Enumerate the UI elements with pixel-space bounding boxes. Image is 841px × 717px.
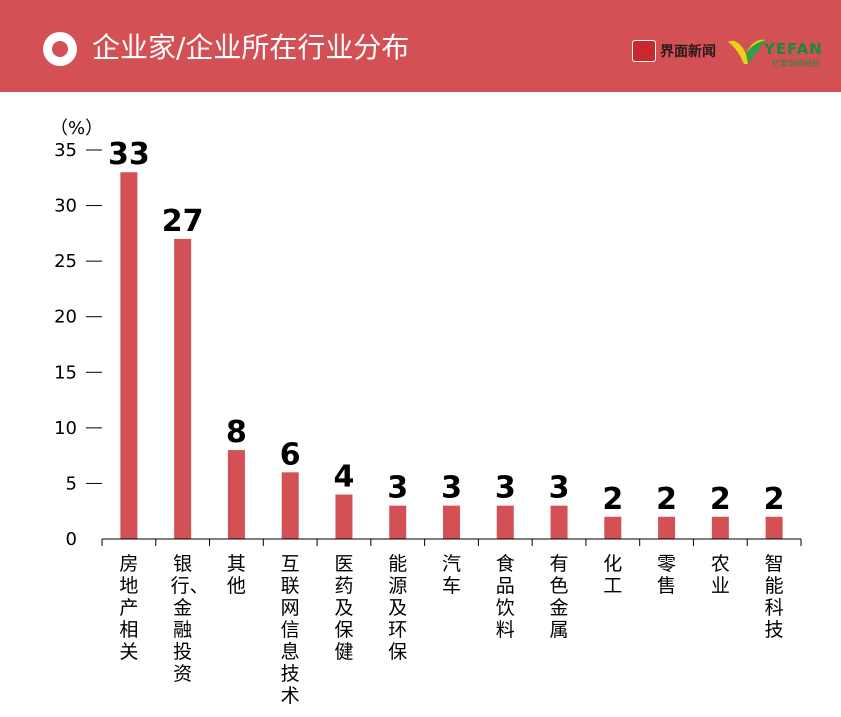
data-label: 3 — [549, 471, 570, 506]
y-tick-label: 0 — [66, 529, 77, 550]
y-axis: 0 5 10 15 20 25 30 35 — [54, 140, 102, 550]
x-tick-label: 智能科技 — [764, 553, 784, 641]
bar — [658, 516, 676, 539]
y-tick-label: 35 — [54, 140, 77, 161]
data-label: 2 — [710, 482, 731, 517]
bar — [550, 505, 568, 539]
x-tick-label: 能源及环保 — [388, 553, 408, 663]
x-tick-label: 零售 — [657, 553, 677, 597]
yefan-logo-subtext: 亿安保险经纪 — [772, 59, 820, 68]
bar — [389, 505, 407, 539]
y-axis-label: （%） — [50, 118, 103, 139]
bar — [281, 472, 299, 539]
data-label: 3 — [441, 471, 462, 506]
bar — [443, 505, 460, 539]
x-tick-label: 互联网信息技术 — [280, 553, 300, 707]
y-tick-label: 15 — [54, 362, 77, 383]
jiemian-logo-icon — [632, 40, 656, 62]
x-tick-label: 房地产相关 — [119, 553, 139, 663]
x-tick-label: 汽车 — [441, 553, 461, 597]
bar — [604, 516, 622, 539]
data-label: 2 — [764, 482, 785, 517]
y-tick-label: 30 — [54, 196, 77, 217]
bars — [120, 172, 783, 539]
data-label: 2 — [656, 482, 677, 517]
y-tick-label: 20 — [54, 307, 77, 328]
y-tick-label: 25 — [54, 251, 77, 272]
x-tick-label: 农业 — [710, 553, 730, 597]
data-label: 8 — [226, 415, 247, 450]
x-tick-label: 其他 — [226, 553, 246, 597]
bar — [174, 238, 192, 539]
x-tick-label: 食品饮料 — [495, 553, 515, 641]
bar — [711, 516, 729, 539]
yefan-logo-text: YEFAN — [764, 40, 823, 58]
data-label: 4 — [334, 460, 355, 495]
x-tick-label: 化工 — [603, 553, 623, 597]
yefan-logo: YEFAN 亿安保险经纪 — [724, 34, 824, 70]
jiemian-logo-text: 界面新闻 — [660, 44, 716, 60]
data-label: 33 — [108, 137, 150, 172]
x-ticks — [101, 539, 802, 546]
bar — [496, 505, 514, 539]
data-label: 3 — [387, 471, 408, 506]
bar — [120, 172, 138, 539]
x-tick-label: 银行、金融投资 — [170, 553, 209, 685]
data-label: 3 — [495, 471, 516, 506]
chart-title: 企业家/企业所在行业分布 — [92, 31, 410, 64]
header-bar: 企业家/企业所在行业分布 界面新闻 YEFAN 亿安保险经纪 — [0, 0, 841, 92]
bar — [765, 516, 783, 539]
x-tick-label: 有色金属 — [549, 553, 569, 641]
bar — [335, 494, 353, 539]
jiemian-logo: 界面新闻 — [632, 40, 716, 62]
yefan-logo-icon — [728, 39, 766, 64]
data-label: 2 — [602, 482, 623, 517]
y-tick-label: 10 — [54, 418, 77, 439]
y-tick-label: 5 — [66, 473, 77, 494]
bar — [227, 450, 245, 539]
record-icon — [43, 32, 77, 66]
data-label: 27 — [162, 204, 204, 239]
data-label: 6 — [280, 437, 301, 472]
x-tick-label: 医药及保健 — [334, 553, 354, 663]
